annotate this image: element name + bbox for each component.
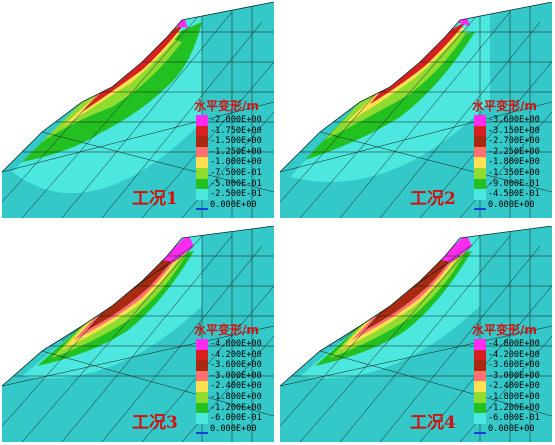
case-label: 工况2 — [410, 189, 456, 209]
legend-value: 0.000E+00 — [488, 423, 535, 434]
legend-value: -7.500E-01 — [210, 167, 262, 178]
panel-case-1: 水平变形/m -2.000E+00 -1.750E+00 -1.500E+00 … — [2, 2, 274, 218]
legend-swatch — [196, 402, 208, 414]
legend-value: -4.200E+00 — [488, 349, 540, 360]
legend-swatch — [474, 339, 486, 350]
legend-swatch — [196, 189, 208, 200]
legend-swatch — [474, 360, 486, 371]
legend-title: 水平变形/m — [472, 99, 537, 113]
legend-title: 水平变形/m — [472, 323, 537, 337]
legend-title: 水平变形/m — [194, 323, 259, 337]
legend-value: -4.500E-01 — [488, 189, 540, 200]
legend-value: -1.750E+00 — [210, 125, 262, 136]
legend-swatch — [196, 157, 208, 168]
legend-value: -3.000E+00 — [210, 370, 262, 381]
legend-value: -2.700E+00 — [488, 136, 540, 147]
legend-value: -4.200E+00 — [210, 349, 262, 360]
legend-swatch — [196, 115, 208, 126]
legend-swatch — [196, 146, 208, 158]
legend-swatch — [474, 391, 486, 403]
legend-value: -4.800E+00 — [210, 339, 262, 349]
legend-value: -4.800E+00 — [488, 339, 540, 349]
legend-value: -1.500E+00 — [210, 136, 262, 147]
legend-swatch — [474, 178, 486, 190]
legend-swatch — [196, 339, 208, 350]
legend-swatch — [474, 146, 486, 158]
legend-value: -2.400E+00 — [488, 381, 540, 392]
legend-title: 水平变形/m — [194, 99, 259, 113]
legend-swatch — [196, 360, 208, 371]
legend-swatch — [196, 136, 208, 147]
legend-value: -1.800E+00 — [488, 157, 540, 168]
legend-value: -1.800E+00 — [488, 391, 540, 402]
deformation-zone-max — [162, 234, 194, 262]
legend-swatch — [474, 370, 486, 382]
legend-value: 0.000E+00 — [488, 199, 535, 210]
legend-value: -2.400E+00 — [210, 381, 262, 392]
legend-swatch — [196, 431, 208, 434]
legend-swatch — [474, 125, 486, 137]
legend-swatch — [196, 349, 208, 361]
legend-value: -3.600E+00 — [210, 360, 262, 371]
legend-swatch — [196, 125, 208, 137]
legend-swatch — [474, 157, 486, 168]
legend-value: -1.200E+00 — [210, 402, 262, 413]
legend-swatch — [474, 381, 486, 392]
legend-swatch — [196, 167, 208, 179]
case-label: 工况1 — [132, 189, 178, 209]
legend-value: -1.250E+00 — [210, 146, 262, 157]
legend-value: -6.000E-01 — [210, 413, 262, 424]
legend-swatch — [474, 136, 486, 147]
legend-value: -1.200E+00 — [488, 402, 540, 413]
case-label: 工况3 — [132, 413, 178, 433]
panel-case-4: 水平变形/m -4.800E+00 -4.200E+00 -3.600E+00 … — [280, 226, 552, 442]
legend-swatch — [196, 178, 208, 190]
legend-swatch — [474, 402, 486, 414]
legend-value: -3.150E+00 — [488, 125, 540, 136]
legend-value: 0.000E+00 — [210, 423, 257, 434]
legend-value: -6.000E-01 — [488, 413, 540, 424]
legend-value: -3.600E+00 — [488, 360, 540, 371]
legend-swatch — [474, 431, 486, 434]
legend-swatch — [474, 167, 486, 179]
legend-value: -5.000E-01 — [210, 178, 262, 189]
deformation-zone-max — [440, 234, 472, 262]
legend-swatch — [474, 349, 486, 361]
legend-swatch — [474, 115, 486, 126]
legend-value: -1.350E+00 — [488, 167, 540, 178]
legend-value: -2.250E+00 — [488, 146, 540, 157]
legend-value: -9.000E-01 — [488, 178, 540, 189]
panel-case-2: 水平变形/m -3.600E+00 -3.150E+00 -2.700E+00 … — [280, 2, 552, 218]
legend-swatch — [196, 391, 208, 403]
legend-swatch — [196, 370, 208, 382]
legend-swatch — [474, 189, 486, 200]
legend-value: 0.000E+00 — [210, 199, 257, 210]
legend-swatch — [474, 413, 486, 424]
legend-swatch — [196, 207, 208, 210]
panel-case-3: 水平变形/m -4.800E+00 -4.200E+00 -3.600E+00 … — [2, 226, 274, 442]
legend-swatch — [474, 207, 486, 210]
legend-value: -1.800E+00 — [210, 391, 262, 402]
slope-model — [280, 226, 552, 442]
legend-value: -2.500E-01 — [210, 189, 262, 200]
legend-value: -2.000E+00 — [210, 115, 262, 125]
legend-swatch — [196, 381, 208, 392]
legend-value: -3.000E+00 — [488, 370, 540, 381]
legend-value: -3.600E+00 — [488, 115, 540, 125]
legend-swatch — [196, 413, 208, 424]
case-label: 工况4 — [410, 413, 456, 433]
legend-value: -1.000E+00 — [210, 157, 262, 168]
